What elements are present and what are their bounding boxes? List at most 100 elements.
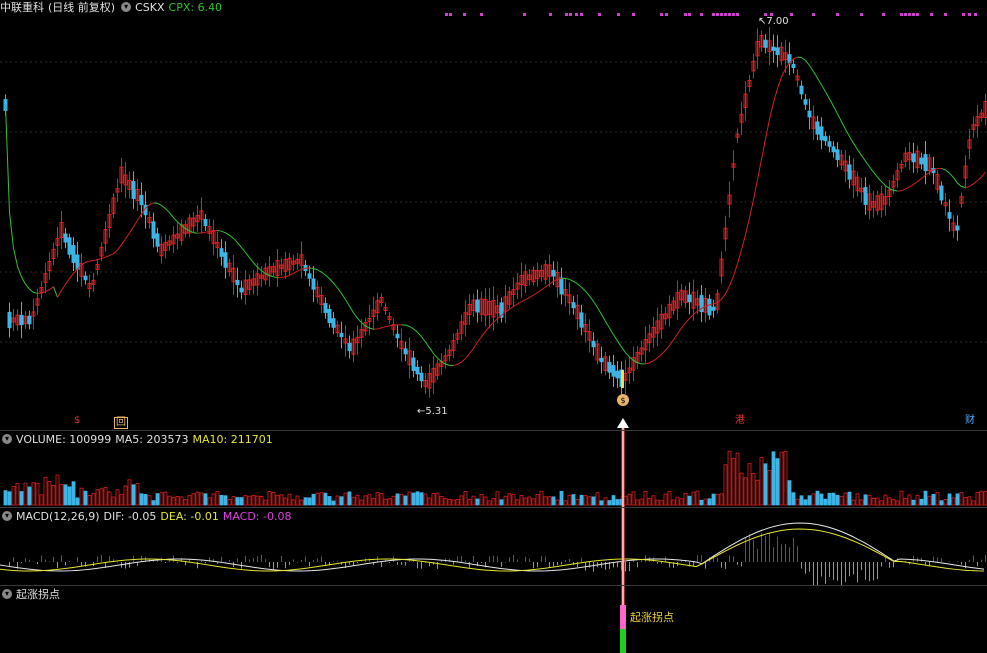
candle-body: [415, 366, 420, 375]
candle-body: [215, 242, 220, 248]
signal-candle: [621, 370, 624, 388]
volume-bar: [339, 496, 344, 506]
volume-bar: [203, 493, 208, 506]
signal-panel-title: 起涨拐点: [16, 588, 60, 601]
volume-bar: [127, 479, 132, 506]
event-marker-gang[interactable]: 港: [735, 415, 745, 426]
volume-bar: [411, 492, 416, 506]
candle-body: [179, 224, 184, 241]
candle-body: [351, 338, 356, 355]
volume-bar: [363, 495, 368, 506]
candle-body: [367, 317, 372, 323]
candle-body: [487, 301, 492, 315]
volume-bar: [195, 491, 200, 506]
volume-bar: [951, 497, 956, 506]
volume-bar: [171, 497, 176, 506]
candle-body: [371, 309, 376, 318]
macd-histogram: [5, 532, 986, 586]
volume-bar: [447, 498, 452, 506]
ma-line: [153, 202, 198, 234]
candle-body: [551, 269, 556, 277]
signal-arrow-icon: [617, 418, 629, 428]
candle-body: [63, 233, 68, 243]
volume-bar: [903, 498, 908, 506]
candle-body: [791, 63, 796, 69]
buy-coin-label: $: [620, 396, 625, 405]
event-marker-dollar[interactable]: $: [74, 415, 81, 426]
candle-body: [51, 248, 56, 260]
volume-bar: [99, 488, 104, 506]
volume-bar: [643, 490, 648, 506]
candle-body: [799, 85, 804, 95]
signal-dot-row: [445, 13, 977, 16]
candle-body: [459, 321, 464, 334]
volume-bar: [547, 496, 552, 506]
ma-line: [217, 229, 278, 279]
volume-bar: [431, 493, 436, 506]
candle-body: [967, 139, 972, 149]
volume-bar: [515, 499, 520, 506]
candle-body: [639, 347, 644, 355]
signal-dot: [962, 13, 965, 16]
volume-bar: [899, 490, 904, 506]
indicator-name[interactable]: CSKX: [135, 0, 165, 14]
period-label[interactable]: (日线 前复权): [48, 1, 116, 14]
volume-bar: [383, 498, 388, 506]
candle-body: [255, 273, 260, 286]
macd-dea: DEA: -0.01: [160, 509, 219, 523]
candle-body: [355, 336, 360, 344]
volume-bar: [3, 490, 8, 506]
volume-bar: [55, 474, 60, 506]
candle-body: [11, 317, 16, 323]
candle-body: [71, 245, 76, 263]
candle-body: [39, 287, 44, 293]
volume-bar: [587, 496, 592, 506]
macd-dif: DIF: -0.05: [103, 509, 157, 523]
volume-bar: [723, 464, 728, 506]
macd-dropdown-icon[interactable]: ▾: [2, 511, 12, 521]
event-marker-cai[interactable]: 财: [965, 415, 975, 426]
candle-body: [307, 273, 312, 279]
ma-line: [5, 104, 38, 294]
candle-body: [199, 210, 204, 220]
signal-dot: [916, 13, 919, 16]
signal-dropdown-icon[interactable]: ▾: [2, 589, 12, 599]
signal-dot: [632, 13, 635, 16]
signal-dot: [968, 13, 971, 16]
volume-bar: [71, 481, 76, 506]
volume-bar: [539, 490, 544, 506]
volume-bar: [743, 477, 748, 506]
candle-body: [983, 100, 987, 118]
volume-bar: [159, 492, 164, 506]
volume-dropdown-icon[interactable]: ▾: [2, 434, 12, 444]
candle-body: [379, 297, 384, 303]
candle-body: [171, 234, 176, 245]
stock-name[interactable]: 中联重科: [0, 1, 44, 14]
signal-dot: [728, 13, 731, 16]
volume-bar: [351, 496, 356, 506]
volume-bar: [359, 499, 364, 506]
volume-bar: [915, 494, 920, 506]
volume-panel-separator: [0, 430, 987, 431]
candle-body: [99, 246, 104, 257]
event-marker-hui[interactable]: 回: [114, 417, 128, 429]
candle-body: [47, 260, 52, 272]
candle-body: [911, 153, 916, 163]
volume-bar: [659, 500, 664, 506]
candle-body: [67, 237, 72, 255]
volume-bar: [931, 493, 936, 506]
volume-bar: [315, 492, 320, 506]
volume-bar: [835, 494, 840, 506]
indicator-dropdown-icon[interactable]: ▾: [121, 2, 132, 12]
candle-body: [223, 252, 228, 268]
buy-coin-icon[interactable]: [617, 394, 629, 406]
volume-bar: [39, 494, 44, 506]
signal-dot: [660, 13, 663, 16]
candle-body: [903, 152, 908, 162]
volume-bar: [843, 492, 848, 506]
candle-body: [283, 258, 288, 272]
volume-bar: [963, 497, 968, 506]
signal-dot: [716, 13, 719, 16]
signal-dot: [580, 13, 583, 16]
